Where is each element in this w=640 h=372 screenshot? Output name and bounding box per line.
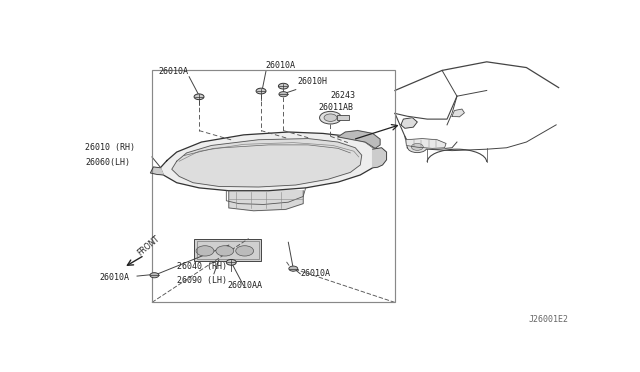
Polygon shape xyxy=(229,191,303,211)
Text: 26010AA: 26010AA xyxy=(228,281,263,290)
Bar xyxy=(337,115,349,120)
Circle shape xyxy=(278,83,288,89)
Polygon shape xyxy=(161,132,378,191)
Circle shape xyxy=(194,94,204,100)
Polygon shape xyxy=(150,167,163,175)
Circle shape xyxy=(227,260,236,265)
Text: 26010A: 26010A xyxy=(265,61,295,70)
Text: 26010H: 26010H xyxy=(297,77,327,86)
Circle shape xyxy=(256,88,266,94)
Text: FRONT: FRONT xyxy=(136,234,161,257)
Text: 26040 (RH): 26040 (RH) xyxy=(177,262,227,271)
Polygon shape xyxy=(338,131,380,148)
Text: 26090 (LH): 26090 (LH) xyxy=(177,276,227,285)
Circle shape xyxy=(324,114,337,121)
Circle shape xyxy=(150,273,159,278)
Text: 26010 (RH): 26010 (RH) xyxy=(85,143,135,152)
Circle shape xyxy=(319,111,341,124)
Text: 26060(LH): 26060(LH) xyxy=(85,158,130,167)
Polygon shape xyxy=(372,148,387,168)
Bar xyxy=(152,70,395,302)
Text: 26011AB: 26011AB xyxy=(318,103,353,112)
Text: 26010A: 26010A xyxy=(300,269,330,278)
Text: J26001E2: J26001E2 xyxy=(529,315,568,324)
Polygon shape xyxy=(452,109,465,117)
Circle shape xyxy=(289,266,298,271)
Circle shape xyxy=(216,246,234,256)
Polygon shape xyxy=(172,139,362,187)
Bar xyxy=(194,240,261,261)
Circle shape xyxy=(408,141,428,153)
Circle shape xyxy=(236,246,253,256)
Text: 26010A: 26010A xyxy=(158,67,188,76)
Text: 26243: 26243 xyxy=(330,91,355,100)
Circle shape xyxy=(196,246,214,256)
Polygon shape xyxy=(401,118,417,128)
Text: 26010A: 26010A xyxy=(100,273,130,282)
Bar xyxy=(196,241,259,260)
Circle shape xyxy=(412,144,423,150)
Circle shape xyxy=(279,92,288,97)
Polygon shape xyxy=(406,139,446,148)
